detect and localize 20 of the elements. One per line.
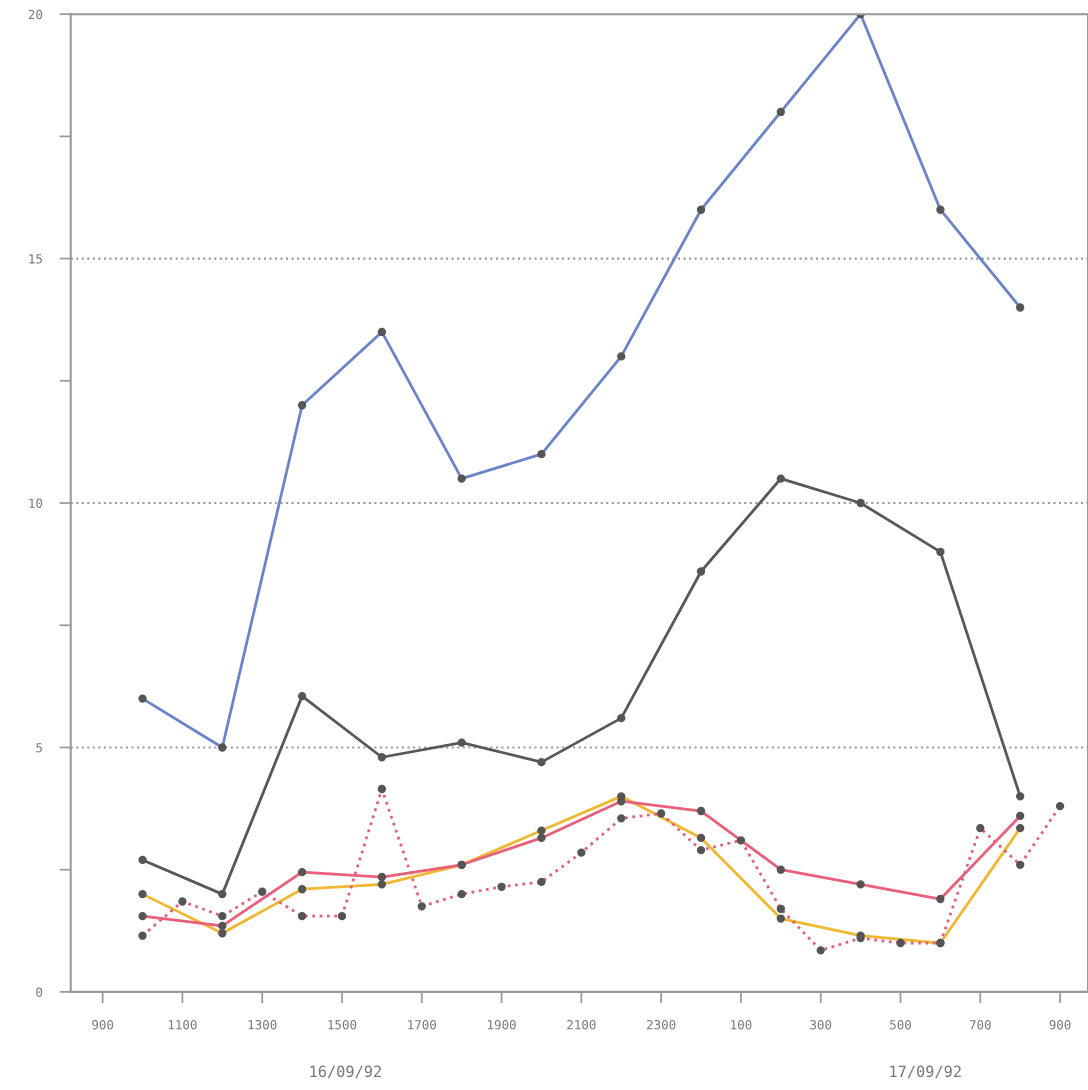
text: 17/09/92 [890,1065,961,1079]
text: 16/09/92 [310,1065,381,1079]
x-tick-label: 900 [1049,1019,1071,1030]
y-tick-label: 0 [36,987,43,997]
x-tick-label: 300 [810,1019,832,1030]
x-tick-label: 1900 [488,1019,516,1030]
x-tick-label: 100 [731,1019,752,1030]
x-tick-label: 700 [969,1019,991,1030]
y-tick-label: 10 [29,498,43,508]
x-tick-label: 1700 [408,1019,437,1030]
x-tick-label: 1300 [248,1019,277,1030]
x-tick-label: 2300 [647,1019,676,1030]
x-tick-label: 2100 [567,1019,596,1030]
y-tick-label: 5 [36,743,42,753]
y-tick-label: 20 [28,9,43,20]
x-tick-label: 900 [92,1019,114,1030]
x-tick-label: 1500 [328,1019,357,1030]
y-tick-label: 15 [29,254,42,264]
x-tick-label: 1100 [168,1019,197,1030]
x-tick-label: 500 [890,1019,911,1030]
